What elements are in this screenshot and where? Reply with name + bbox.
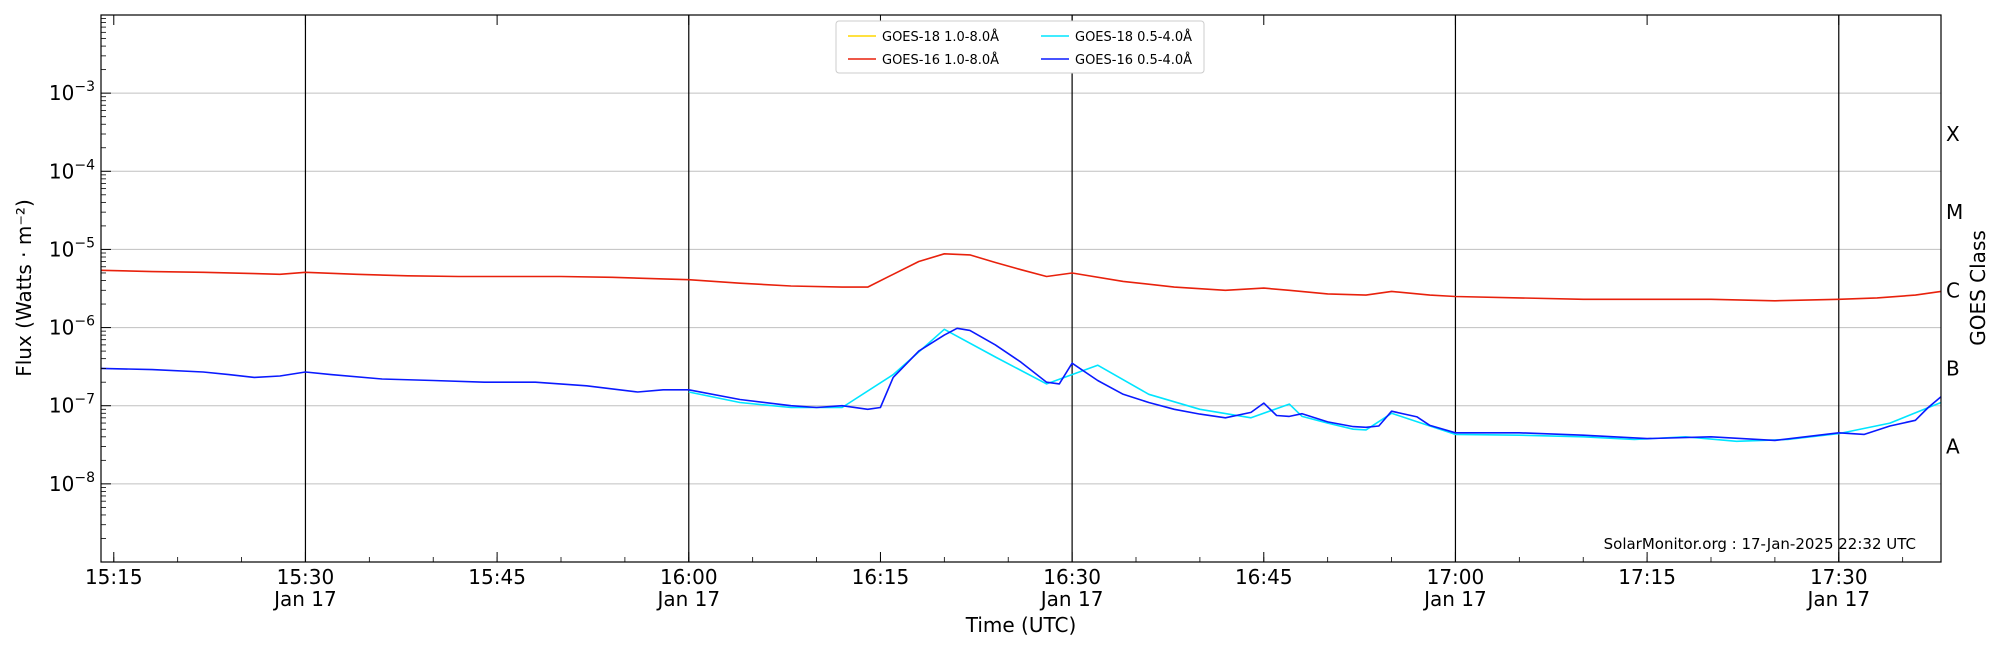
x-tick-label: 16:00 (660, 565, 718, 589)
y-tick-label: 10−3 (49, 79, 95, 105)
series-line-1 (688, 328, 1942, 443)
legend-entry: GOES-16 1.0-8.0Å (848, 52, 999, 68)
x-tick-label: 16:45 (1235, 565, 1293, 589)
goes-class-label-C: C (1946, 278, 1960, 302)
goes-class-labels: A B C M X (1946, 122, 1963, 459)
legend: GOES-18 1.0-8.0Å GOES-18 0.5-4.0Å GOES-16 … (835, 20, 1205, 74)
legend-label: GOES-18 1.0-8.0Å (882, 29, 999, 45)
x-tick-date-label: Jan 17 (1422, 587, 1487, 611)
x-tick-label: 16:30 (1043, 565, 1101, 589)
plot-frame (100, 14, 1942, 563)
gridlines (101, 92, 1941, 485)
x-tick-label: 17:00 (1427, 565, 1485, 589)
goes-class-label-A: A (1946, 435, 1960, 459)
x-tick-label: 15:30 (277, 565, 335, 589)
y2-axis-title: GOES Class (1966, 230, 1990, 346)
x-tick-label: 15:15 (85, 565, 143, 589)
legend-entry: GOES-18 0.5-4.0Å (1041, 29, 1192, 45)
y-tick-label: 10−5 (49, 235, 95, 261)
y-tick-label: 10−4 (49, 157, 95, 183)
goes-class-label-X: X (1946, 122, 1960, 146)
axis-ticks (101, 14, 1904, 563)
legend-box (835, 20, 1205, 74)
y-axis-title: Flux (Watts · m⁻²) (12, 199, 36, 377)
goes-class-label-B: B (1946, 356, 1960, 380)
x-tick-date-label: Jan 17 (272, 587, 337, 611)
x-tick-date-label: Jan 17 (655, 587, 720, 611)
legend-entry: GOES-18 1.0-8.0Å (848, 29, 999, 45)
legend-label: GOES-16 1.0-8.0Å (882, 52, 999, 68)
y-tick-label: 10−7 (49, 392, 95, 418)
credit-text: SolarMonitor.org : 17-Jan-2025 22:32 UTC (1604, 535, 1916, 553)
x-axis-title: Time (UTC) (965, 613, 1077, 637)
x-tick-date-label: Jan 17 (1039, 587, 1104, 611)
series-lines (100, 253, 1942, 443)
legend-entry: GOES-16 0.5-4.0Å (1041, 52, 1192, 68)
x-tick-label: 15:45 (468, 565, 526, 589)
y-tick-label: 10−8 (49, 470, 95, 496)
y-tick-labels: 10−8 10−7 10−6 10−5 10−4 10−3 (49, 79, 95, 496)
x-tick-label: 17:15 (1618, 565, 1676, 589)
goes-class-label-M: M (1946, 200, 1963, 224)
legend-label: GOES-18 0.5-4.0Å (1075, 29, 1192, 45)
x-tick-date-label: Jan 17 (1805, 587, 1870, 611)
y-tick-label: 10−6 (49, 314, 95, 340)
series-line-3 (100, 327, 1942, 442)
legend-label: GOES-16 0.5-4.0Å (1075, 52, 1192, 68)
series-line-2 (100, 253, 1942, 302)
x-tick-label: 16:15 (852, 565, 910, 589)
vertical-time-markers (304, 15, 1840, 562)
x-tick-label: 17:30 (1810, 565, 1868, 589)
